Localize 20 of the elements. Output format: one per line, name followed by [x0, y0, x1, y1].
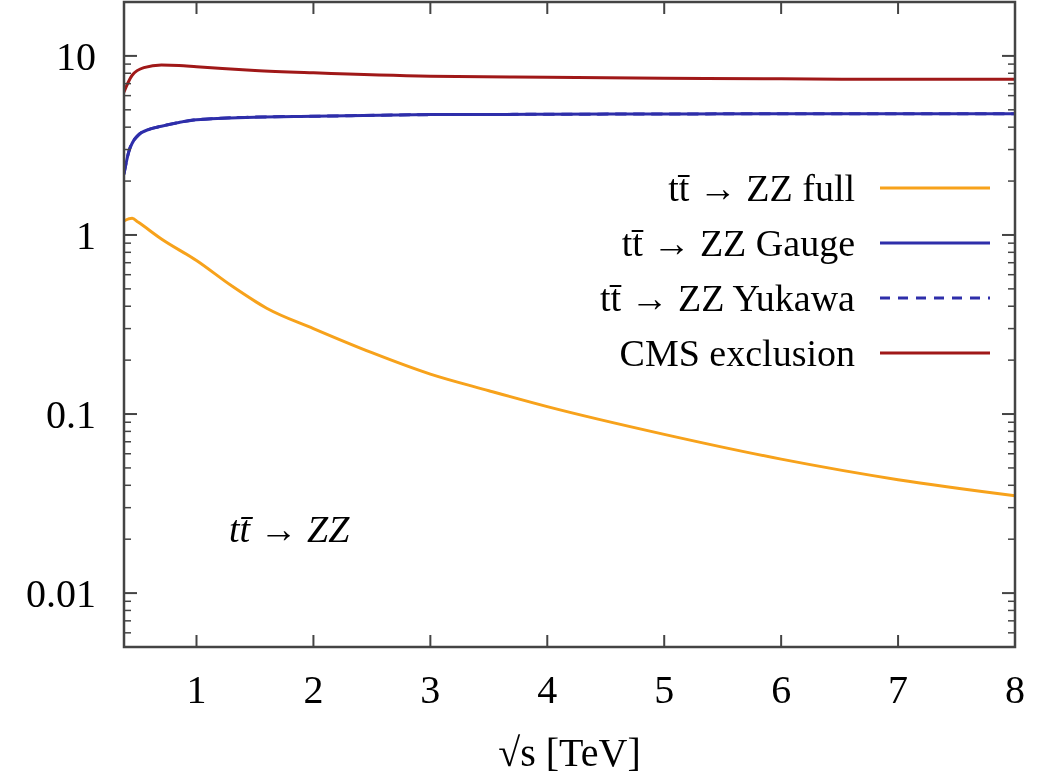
x-tick-label: 3 — [420, 667, 441, 712]
legend-label: tt̄ → ZZ Yukawa — [599, 277, 856, 320]
x-axis-title: √s [TeV] — [498, 730, 641, 775]
y-tick-label: 0.1 — [46, 392, 96, 438]
line-series — [124, 63, 1015, 94]
x-tick-label: 1 — [186, 667, 207, 712]
y-tick-label: 0.01 — [26, 571, 96, 617]
y-tick-label: 1 — [76, 212, 96, 258]
x-tick-label: 7 — [888, 667, 909, 712]
y-tick-label: 10 — [56, 33, 96, 79]
annotation: tt̄ → ZZ — [229, 508, 351, 550]
x-tick-label: 6 — [771, 667, 792, 712]
legend-label: CMS exclusion — [619, 332, 855, 375]
line-series — [124, 216, 1015, 498]
x-tick-label: 8 — [1005, 667, 1025, 712]
x-tick-label: 2 — [303, 667, 324, 712]
x-tick-label: 4 — [537, 667, 558, 712]
legend-label: tt̄ → ZZ Gauge — [621, 222, 855, 265]
x-tick-label: 5 — [654, 667, 675, 712]
legend-label: tt̄ → ZZ full — [668, 167, 855, 210]
